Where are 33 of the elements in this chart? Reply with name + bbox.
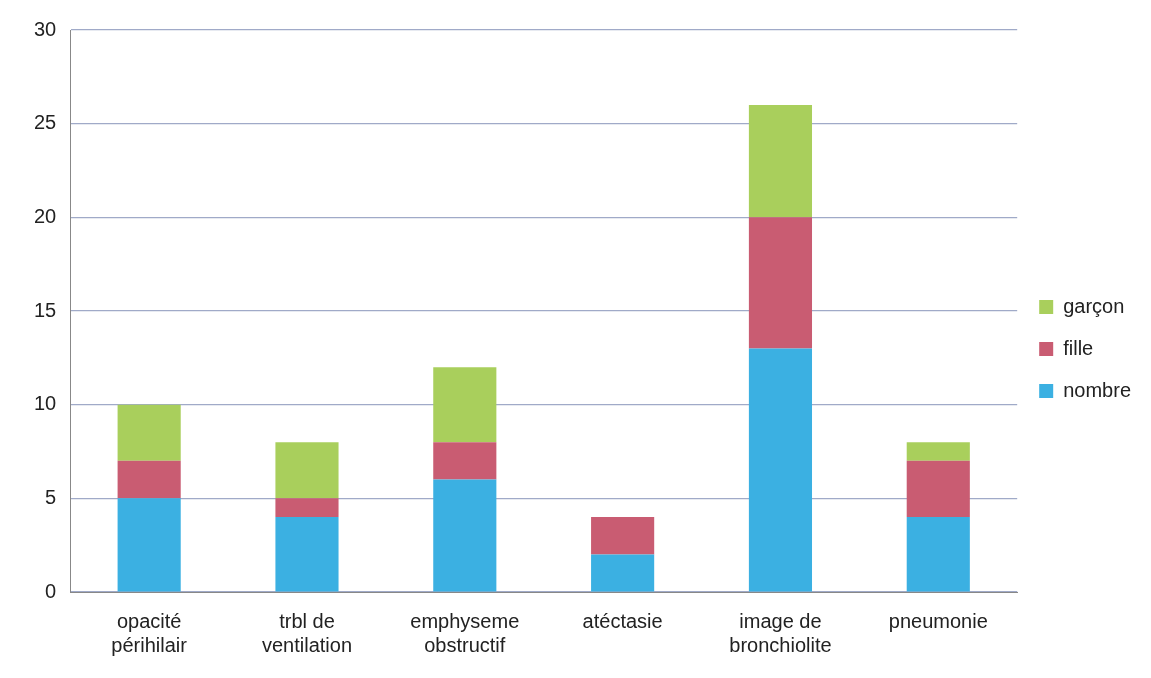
x-tick-label: opacité périhilair bbox=[111, 609, 188, 656]
x-tick-label: trbl de ventilation bbox=[261, 609, 353, 656]
bar bbox=[275, 442, 339, 499]
bar bbox=[433, 442, 497, 480]
y-tick-label: 0 bbox=[45, 579, 57, 602]
y-tick-label: 30 bbox=[34, 17, 57, 40]
y-tick-label: 15 bbox=[34, 298, 57, 321]
legend-label: fille bbox=[1063, 336, 1094, 359]
bar bbox=[591, 517, 655, 555]
x-tick-label: atéctasie bbox=[582, 609, 663, 632]
y-tick-label: 25 bbox=[34, 111, 57, 134]
legend-label: nombre bbox=[1063, 378, 1131, 401]
x-tick-label: pneumonie bbox=[888, 609, 988, 632]
bar bbox=[906, 517, 970, 592]
x-tick-label: image de bronchiolite bbox=[729, 609, 832, 656]
bar bbox=[748, 348, 813, 592]
bar bbox=[117, 460, 181, 499]
y-tick-label: 20 bbox=[34, 204, 57, 227]
bar bbox=[433, 367, 497, 443]
bar bbox=[117, 498, 181, 592]
bar bbox=[748, 217, 813, 349]
bar bbox=[748, 104, 813, 218]
legend-label: garçon bbox=[1063, 294, 1125, 317]
bar bbox=[591, 554, 655, 592]
bar bbox=[275, 517, 339, 592]
bar bbox=[117, 404, 181, 461]
bar bbox=[906, 442, 970, 461]
y-tick-label: 10 bbox=[34, 392, 57, 415]
bar bbox=[275, 498, 339, 518]
bar bbox=[433, 479, 497, 592]
x-tick-label: emphyseme obstructif bbox=[410, 609, 520, 656]
y-tick-label: 5 bbox=[45, 485, 57, 508]
bar bbox=[906, 460, 970, 518]
